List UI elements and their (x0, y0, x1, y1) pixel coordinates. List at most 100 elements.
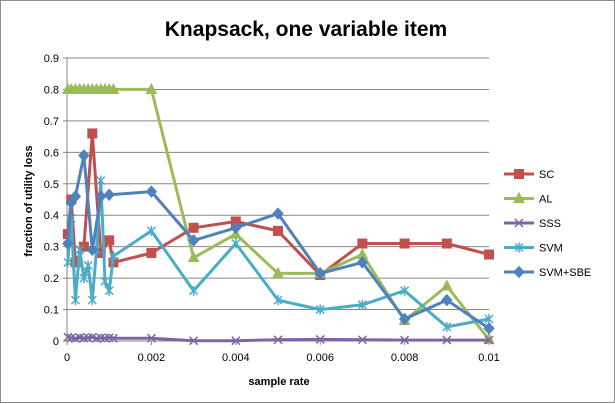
legend-marker-sc (514, 169, 524, 179)
data-point-sc (484, 249, 494, 260)
plot-series (62, 82, 495, 346)
data-point-svm (315, 304, 325, 315)
data-point-sss (357, 335, 367, 345)
data-point-sss (442, 335, 452, 345)
data-point-sss (189, 336, 199, 346)
y-tick-label: 0.8 (44, 84, 59, 96)
data-point-svm (108, 251, 118, 262)
data-point-svm-sbe (62, 237, 74, 250)
data-point-svm-sbe (483, 322, 495, 335)
data-point-svm (83, 260, 93, 271)
data-point-al (145, 82, 158, 94)
data-point-sc (273, 225, 283, 236)
data-point-al (187, 251, 200, 263)
data-point-svm-sbe (314, 267, 326, 280)
legend: SC AL SSS SVM SVM+SBE (504, 169, 591, 279)
legend-marker-al (513, 191, 525, 203)
data-point-sc (441, 238, 452, 249)
x-tick-label: 0.002 (138, 352, 166, 364)
data-point-svm (231, 238, 241, 249)
series-line-svm-sbe (66, 154, 490, 330)
data-point-svm (75, 244, 85, 255)
data-point-svm-sbe (69, 190, 82, 203)
data-point-sc (399, 238, 410, 249)
data-point-svm (146, 225, 156, 236)
data-point-svm-sbe (78, 149, 90, 162)
y-tick-label: 0.4 (44, 210, 59, 222)
legend-label-sss: SSS (539, 218, 561, 230)
y-tick-label: 0 (53, 336, 59, 348)
data-point-svm (442, 321, 452, 332)
data-point-svm-sbe (230, 221, 242, 235)
y-tick-label: 0.2 (44, 273, 59, 285)
data-point-svm (87, 295, 97, 306)
data-point-svm (96, 175, 106, 186)
data-point-sss (231, 336, 241, 346)
x-tick-label: 0.008 (391, 352, 419, 364)
y-tick-label: 0.9 (44, 53, 59, 65)
data-point-svm (70, 295, 80, 306)
data-point-sss (484, 335, 494, 345)
data-point-sss (400, 335, 410, 345)
data-point-svm-sbe (272, 207, 284, 220)
legend-marker-svm-sbe (513, 265, 525, 279)
y-tick-label: 0.3 (44, 242, 59, 254)
series-sss (63, 332, 494, 346)
data-point-svm-sbe (356, 256, 369, 269)
data-point-svm-sbe (398, 312, 411, 326)
data-point-svm (400, 285, 410, 296)
data-point-sss (315, 334, 325, 344)
data-point-svm (104, 285, 114, 296)
data-point-al (440, 279, 453, 291)
data-point-sc (104, 235, 115, 246)
x-axis-title: sample rate (248, 376, 309, 388)
data-point-svm (63, 257, 73, 268)
x-tick-label: 0.01 (478, 352, 499, 364)
data-point-svm (100, 276, 110, 287)
legend-item-sc: SC (504, 169, 554, 181)
data-point-al (107, 82, 120, 94)
data-point-sc (146, 247, 157, 258)
series-svm-sbe (62, 149, 495, 335)
legend-item-svm: SVM (504, 242, 563, 255)
data-point-svm-sbe (145, 185, 158, 198)
data-point-sc (357, 238, 368, 249)
data-point-svm (79, 273, 89, 284)
x-tick-label: 0.004 (222, 352, 250, 364)
data-point-svm-sbe (187, 234, 200, 247)
chart-title: Knapsack, one variable item (165, 18, 447, 41)
data-point-svm (189, 285, 199, 296)
data-point-sss (146, 333, 156, 343)
y-axis-title: fraction of utility loss (23, 145, 35, 256)
legend-marker-sss (514, 218, 524, 228)
legend-item-sss: SSS (504, 218, 561, 230)
axes: 0 0.1 0.2 0.3 0.4 0.5 0.6 0.7 0.8 0.9 0 0.002 0.004 0… (44, 53, 500, 364)
data-point-svm-sbe (441, 293, 453, 307)
data-point-svm (357, 299, 367, 310)
data-point-svm-sbe (103, 188, 115, 202)
series-sc (62, 128, 494, 280)
legend-label-svm-sbe: SVM+SBE (539, 267, 591, 279)
legend-item-al: AL (504, 191, 552, 206)
x-tick-label: 0 (64, 352, 70, 364)
y-tick-label: 0.1 (44, 305, 59, 317)
legend-item-svm-sbe: SVM+SBE (504, 265, 591, 279)
y-tick-label: 0.5 (44, 179, 59, 191)
data-point-sc (87, 128, 98, 139)
data-point-sss (108, 333, 118, 343)
data-point-svm-sbe (86, 243, 98, 257)
gridlines (67, 57, 489, 311)
series-line-sc (66, 132, 490, 277)
y-tick-label: 0.6 (44, 147, 59, 159)
legend-label-svm: SVM (539, 243, 563, 255)
data-point-al (272, 266, 284, 278)
legend-label-sc: SC (539, 169, 554, 181)
data-point-sss (63, 332, 73, 342)
x-tick-label: 0.006 (306, 352, 334, 364)
y-tick-label: 0.7 (44, 116, 59, 128)
data-point-svm (273, 295, 283, 306)
legend-label-al: AL (539, 194, 552, 206)
data-point-sss (273, 335, 283, 345)
